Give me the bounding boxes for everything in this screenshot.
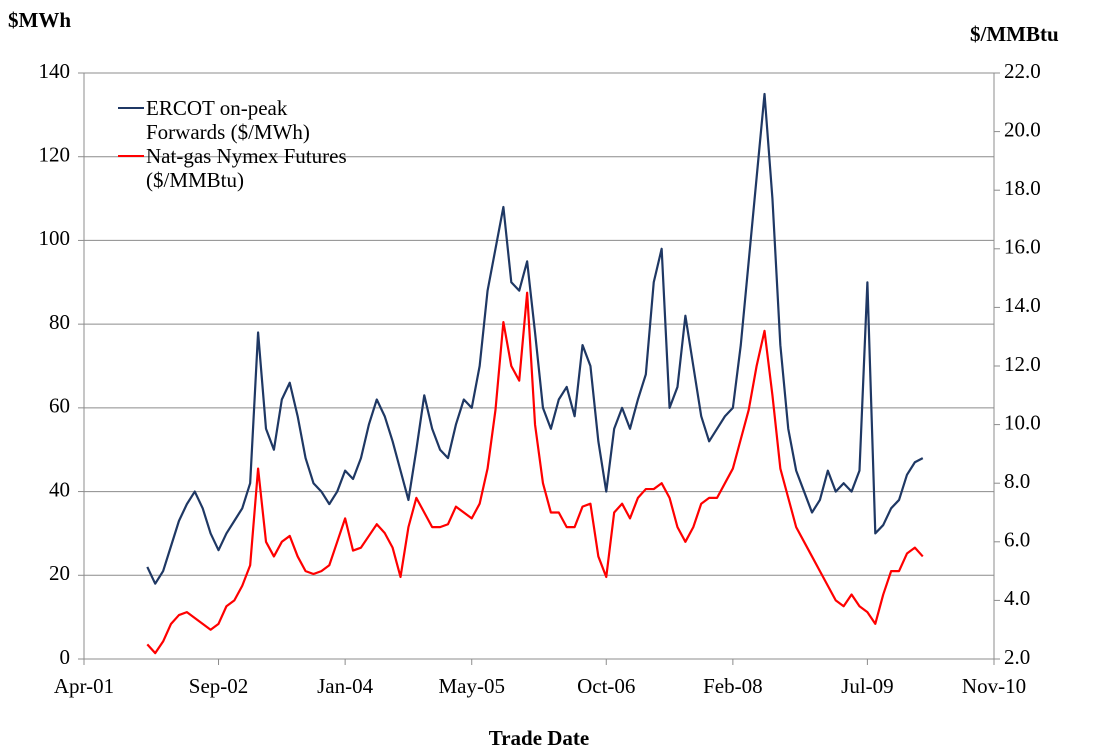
y2-tick-label: 16.0 <box>1004 235 1041 259</box>
legend-item: ERCOT on-peak Forwards ($/MWh) <box>118 96 368 144</box>
y2-tick-label: 14.0 <box>1004 293 1041 317</box>
y-axis-title: $MWh <box>8 8 71 32</box>
legend-label: ERCOT on-peak Forwards ($/MWh) <box>146 96 310 144</box>
y2-tick-label: 10.0 <box>1004 410 1041 434</box>
legend: ERCOT on-peak Forwards ($/MWh) Nat-gas Ny… <box>118 96 368 192</box>
y2-tick-label: 8.0 <box>1004 469 1030 493</box>
data-line <box>146 92 924 585</box>
y-tick-label: 60 <box>49 394 70 418</box>
y2-axis-title: $/MMBtu <box>970 22 1059 46</box>
x-tick-label: Feb-08 <box>703 674 763 698</box>
legend-item: Nat-gas Nymex Futures ($/MMBtu) <box>118 144 368 192</box>
x-tick-label: Oct-06 <box>577 674 635 698</box>
y2-tick-label: 20.0 <box>1004 117 1041 141</box>
y2-tick-label: 18.0 <box>1004 176 1041 200</box>
legend-swatch <box>118 107 144 109</box>
y-tick-label: 80 <box>49 310 70 334</box>
y2-tick-label: 12.0 <box>1004 352 1041 376</box>
y-tick-label: 120 <box>39 143 71 167</box>
data-line <box>146 291 924 655</box>
y-tick-label: 40 <box>49 477 70 501</box>
y-tick-label: 20 <box>49 561 70 585</box>
x-tick-label: Apr-01 <box>54 674 114 698</box>
y-tick-label: 0 <box>60 645 71 669</box>
y2-tick-label: 2.0 <box>1004 645 1030 669</box>
x-tick-label: Jan-04 <box>317 674 373 698</box>
x-tick-label: Sep-02 <box>189 674 249 698</box>
x-tick-label: Jul-09 <box>841 674 894 698</box>
y-tick-label: 140 <box>39 59 71 83</box>
x-tick-label: May-05 <box>438 674 505 698</box>
legend-label: Nat-gas Nymex Futures ($/MMBtu) <box>146 144 347 192</box>
x-axis-title: Trade Date <box>489 726 590 750</box>
x-tick-label: Nov-10 <box>962 674 1026 698</box>
y-tick-label: 100 <box>39 226 71 250</box>
y2-tick-label: 4.0 <box>1004 586 1030 610</box>
legend-swatch <box>118 155 144 157</box>
y2-tick-label: 22.0 <box>1004 59 1041 83</box>
y2-tick-label: 6.0 <box>1004 528 1030 552</box>
